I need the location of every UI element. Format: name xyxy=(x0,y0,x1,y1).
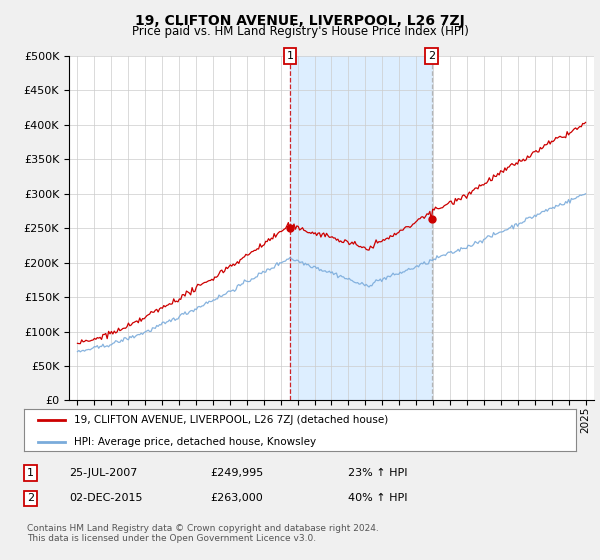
Text: 19, CLIFTON AVENUE, LIVERPOOL, L26 7ZJ: 19, CLIFTON AVENUE, LIVERPOOL, L26 7ZJ xyxy=(135,14,465,28)
Text: 2: 2 xyxy=(428,51,436,61)
Text: 19, CLIFTON AVENUE, LIVERPOOL, L26 7ZJ (detached house): 19, CLIFTON AVENUE, LIVERPOOL, L26 7ZJ (… xyxy=(74,415,388,425)
Bar xyxy=(290,56,432,400)
Text: Contains HM Land Registry data © Crown copyright and database right 2024.
This d: Contains HM Land Registry data © Crown c… xyxy=(27,524,379,543)
Text: 2: 2 xyxy=(27,493,34,503)
Text: 02-DEC-2015: 02-DEC-2015 xyxy=(69,493,143,503)
Text: 40% ↑ HPI: 40% ↑ HPI xyxy=(348,493,407,503)
Text: 25-JUL-2007: 25-JUL-2007 xyxy=(69,468,137,478)
Text: 1: 1 xyxy=(287,51,293,61)
Text: £249,995: £249,995 xyxy=(210,468,263,478)
Text: Price paid vs. HM Land Registry's House Price Index (HPI): Price paid vs. HM Land Registry's House … xyxy=(131,25,469,38)
Text: HPI: Average price, detached house, Knowsley: HPI: Average price, detached house, Know… xyxy=(74,437,316,446)
Text: £263,000: £263,000 xyxy=(210,493,263,503)
Text: 1: 1 xyxy=(27,468,34,478)
Text: 23% ↑ HPI: 23% ↑ HPI xyxy=(348,468,407,478)
